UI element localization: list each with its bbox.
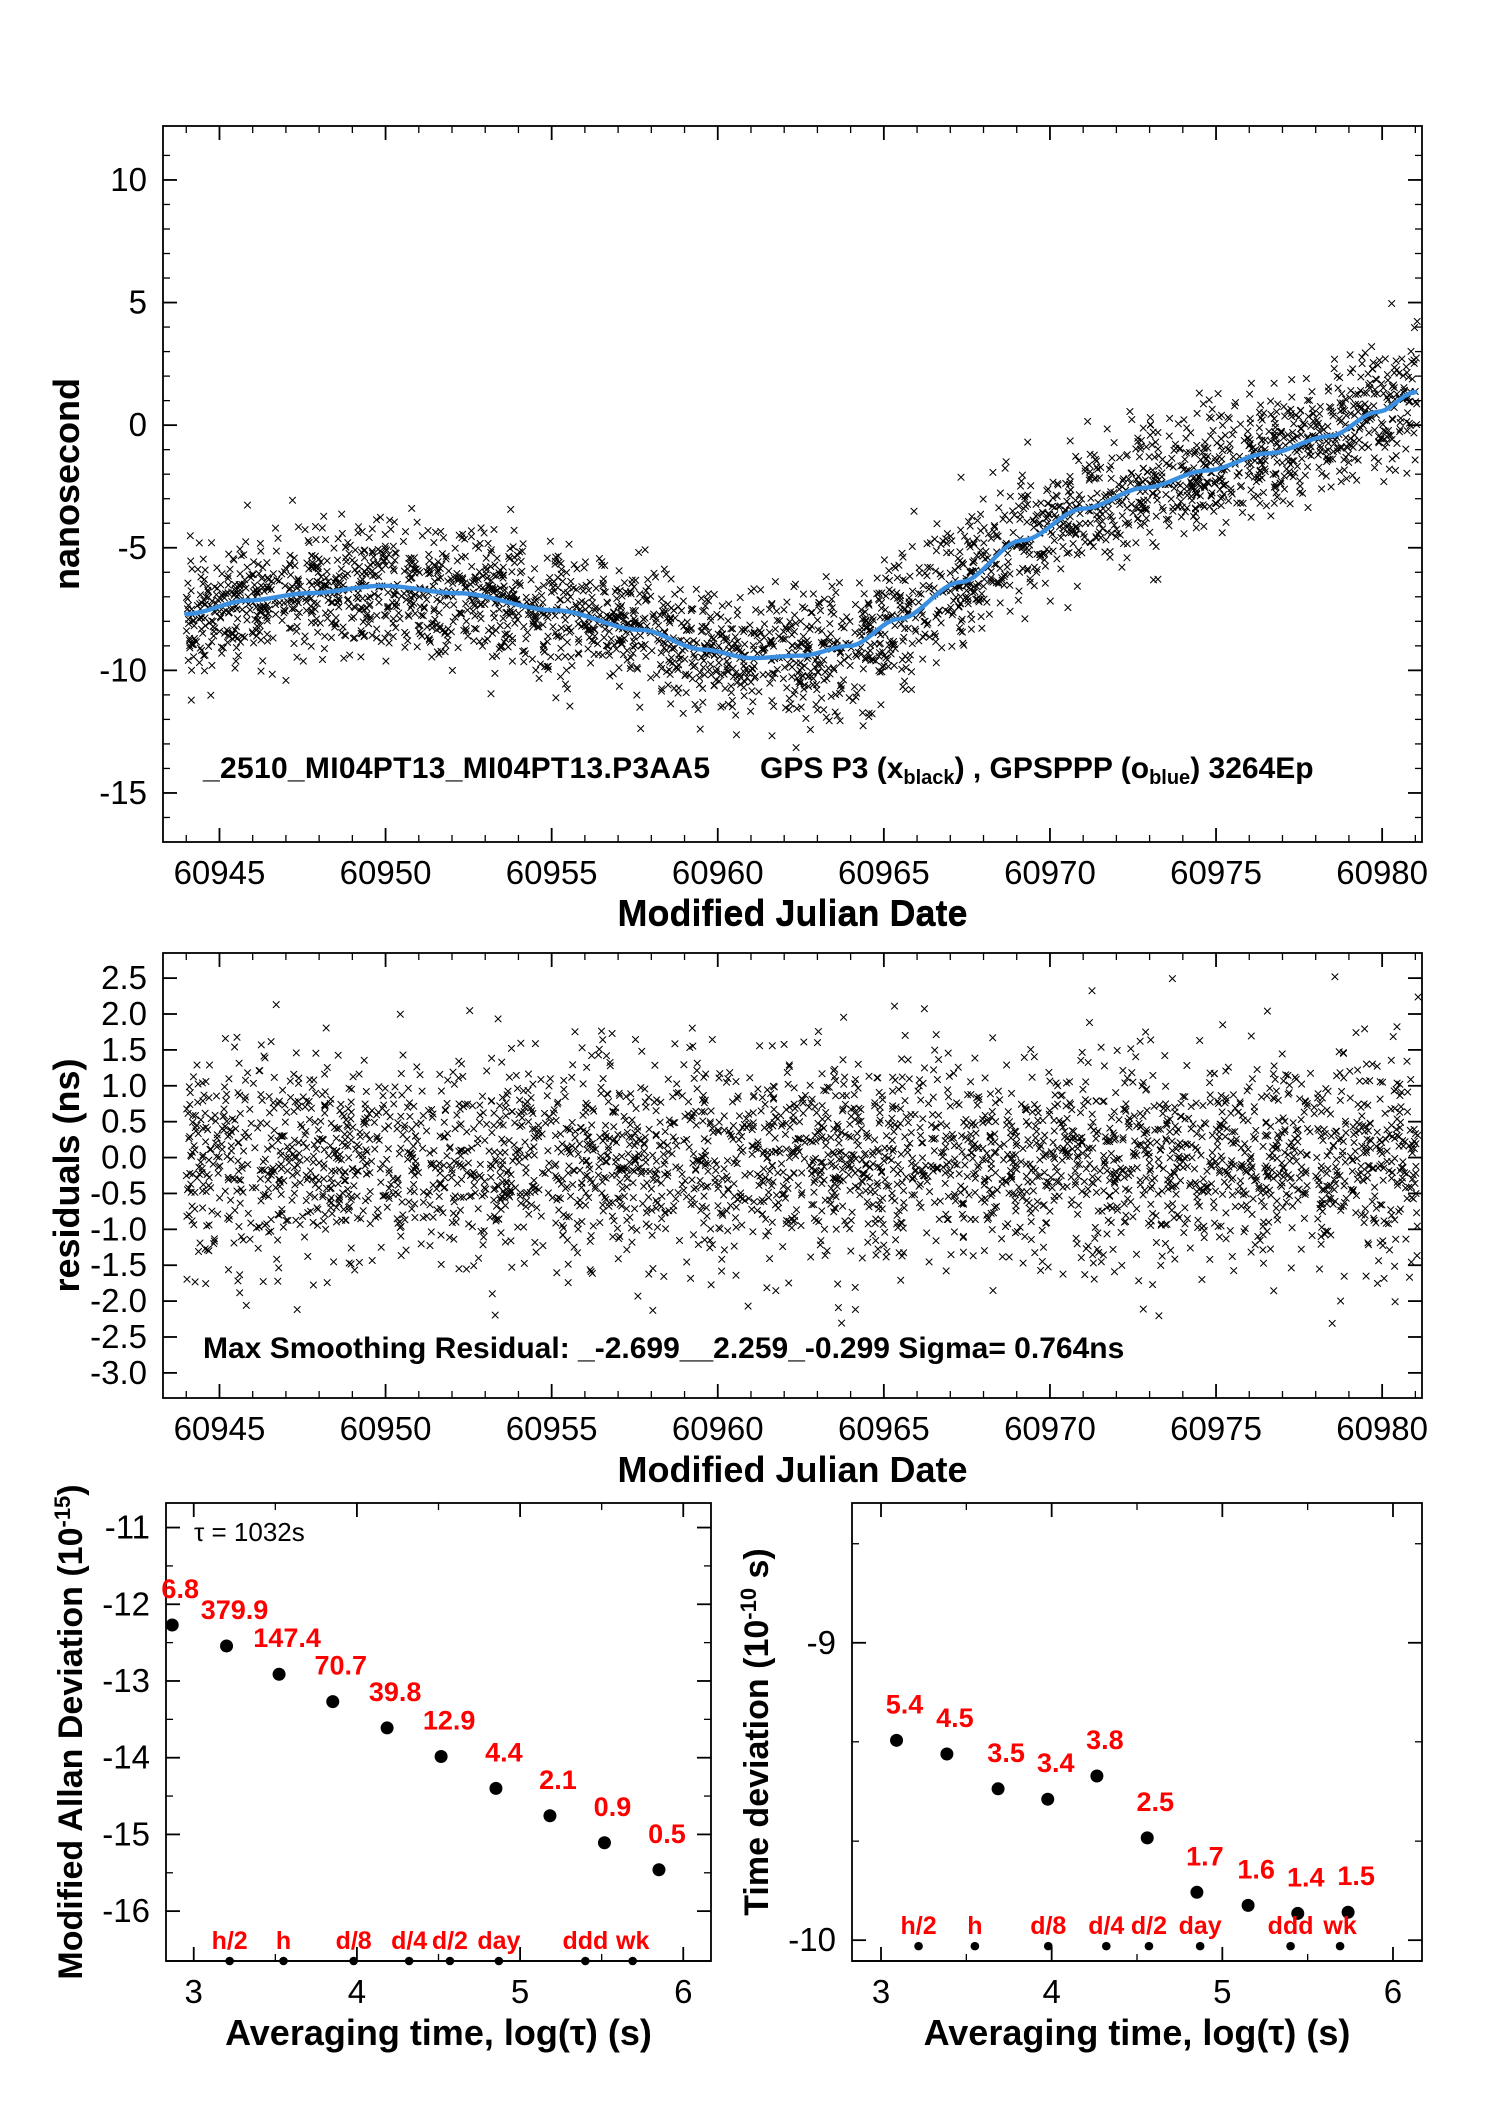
svg-text:3: 3 [185,1973,203,2010]
svg-text:60955: 60955 [506,1410,598,1447]
svg-text:wk: wk [615,1927,649,1955]
svg-text:d/4: d/4 [1088,1912,1124,1940]
svg-text:-3.0: -3.0 [90,1354,147,1391]
svg-text:60950: 60950 [340,854,432,891]
svg-text:60945: 60945 [174,1410,266,1447]
svg-text:60965: 60965 [838,854,930,891]
svg-text:60955: 60955 [506,854,598,891]
svg-text:0: 0 [129,406,147,443]
svg-text:residuals (ns): residuals (ns) [46,1058,87,1292]
svg-text:4: 4 [1042,1973,1060,2010]
svg-text:60975: 60975 [1170,854,1262,891]
svg-text:-14: -14 [102,1739,150,1776]
svg-text:1.5: 1.5 [101,1031,147,1068]
svg-text:5: 5 [129,284,147,321]
svg-text:h: h [276,1927,291,1955]
svg-text:Modified Julian Date: Modified Julian Date [617,1449,967,1490]
svg-text:-15: -15 [102,1815,150,1852]
svg-text:-9: -9 [807,1624,836,1661]
svg-text:6: 6 [1384,1973,1402,2010]
svg-text:1.7: 1.7 [1186,1841,1224,1871]
svg-text:2.0: 2.0 [101,995,147,1032]
svg-text:-12: -12 [102,1585,150,1622]
svg-text:Max Smoothing Residual: _-2.69: Max Smoothing Residual: _-2.699__2.259_-… [203,1332,1124,1365]
svg-text:h/2: h/2 [900,1912,936,1940]
svg-text:5.4: 5.4 [886,1689,924,1719]
svg-text:ddd: ddd [562,1927,608,1955]
svg-text:1.6: 1.6 [1237,1854,1275,1884]
svg-text:60960: 60960 [672,854,764,891]
svg-text:2.1: 2.1 [539,1765,577,1795]
svg-text:4: 4 [348,1973,366,2010]
svg-text:5: 5 [1213,1973,1231,2010]
svg-text:h/2: h/2 [212,1927,248,1955]
svg-text:1.4: 1.4 [1287,1862,1325,1892]
svg-text:60960: 60960 [672,1410,764,1447]
svg-text:60975: 60975 [1170,1410,1262,1447]
svg-text:wk: wk [1322,1912,1356,1940]
svg-text:2.5: 2.5 [1136,1787,1174,1817]
svg-text:-5: -5 [118,529,147,566]
svg-text:Modified Julian Date: Modified Julian Date [617,892,967,933]
svg-text:0.0: 0.0 [101,1139,147,1176]
svg-text:-13: -13 [102,1662,150,1699]
svg-text:-1.0: -1.0 [90,1210,147,1247]
svg-text:5: 5 [511,1973,529,2010]
svg-text:4.4: 4.4 [485,1737,523,1767]
svg-text:60950: 60950 [340,1410,432,1447]
svg-text:60945: 60945 [174,854,266,891]
svg-text:nanosecond: nanosecond [46,378,87,590]
svg-text:d/2: d/2 [1131,1912,1167,1940]
svg-text:3.8: 3.8 [1086,1725,1124,1755]
svg-text:147.4: 147.4 [253,1623,321,1653]
svg-text:1.5: 1.5 [1337,1861,1375,1891]
svg-text:1.0: 1.0 [101,1067,147,1104]
svg-text:2.5: 2.5 [101,959,147,996]
svg-text:10: 10 [110,161,147,198]
svg-text:τ = 1032s: τ = 1032s [194,1517,305,1547]
svg-text:3.5: 3.5 [987,1738,1025,1768]
svg-text:Averaging time, log(τ) (s): Averaging time, log(τ) (s) [924,2012,1351,2053]
svg-text:3: 3 [872,1973,890,2010]
svg-text:-11: -11 [105,1509,150,1546]
svg-text:3.4: 3.4 [1037,1748,1075,1778]
svg-text:0.9: 0.9 [594,1792,632,1822]
svg-text:0.5: 0.5 [648,1819,686,1849]
svg-text:-10: -10 [788,1921,836,1958]
svg-text:ddd: ddd [1268,1912,1314,1940]
svg-text:day: day [1179,1912,1222,1940]
svg-text:Averaging time, log(τ) (s): Averaging time, log(τ) (s) [225,2012,652,2053]
svg-text:70.7: 70.7 [314,1651,367,1681]
svg-text:-2.0: -2.0 [90,1282,147,1319]
svg-text:-16: -16 [102,1892,150,1929]
svg-text:0.5: 0.5 [101,1103,147,1140]
svg-text:39.8: 39.8 [369,1677,422,1707]
svg-text:6: 6 [674,1973,692,2010]
svg-text:d/8: d/8 [336,1927,372,1955]
svg-text:4.5: 4.5 [936,1703,974,1733]
svg-text:-0.5: -0.5 [90,1174,147,1211]
svg-text:d/8: d/8 [1030,1912,1066,1940]
svg-text:-15: -15 [99,774,147,811]
svg-text:60970: 60970 [1004,1410,1096,1447]
svg-text:-10: -10 [99,651,147,688]
svg-text:d/2: d/2 [432,1927,468,1955]
svg-text:60980: 60980 [1336,854,1428,891]
svg-text:-1.5: -1.5 [90,1246,147,1283]
svg-text:6.8: 6.8 [161,1574,199,1604]
svg-text:_2510_MI04PT13_MI04PT13.P3AA5: _2510_MI04PT13_MI04PT13.P3AA5 [202,752,710,785]
svg-text:-2.5: -2.5 [90,1318,147,1355]
svg-text:12.9: 12.9 [423,1705,476,1735]
svg-text:60965: 60965 [838,1410,930,1447]
svg-text:60970: 60970 [1004,854,1096,891]
svg-text:d/4: d/4 [391,1927,427,1955]
svg-text:60980: 60980 [1336,1410,1428,1447]
svg-text:day: day [477,1927,520,1955]
svg-text:GPS P3 (xblack) , GPSPPP (obl: GPS P3 (xblack) , GPSPPP (oblue) 3264Ep [760,752,1314,789]
svg-text:h: h [967,1912,982,1940]
svg-text:Modified Allan Deviation (10-1: Modified Allan Deviation (10-15) [50,1484,90,1979]
svg-text:379.9: 379.9 [201,1595,269,1625]
